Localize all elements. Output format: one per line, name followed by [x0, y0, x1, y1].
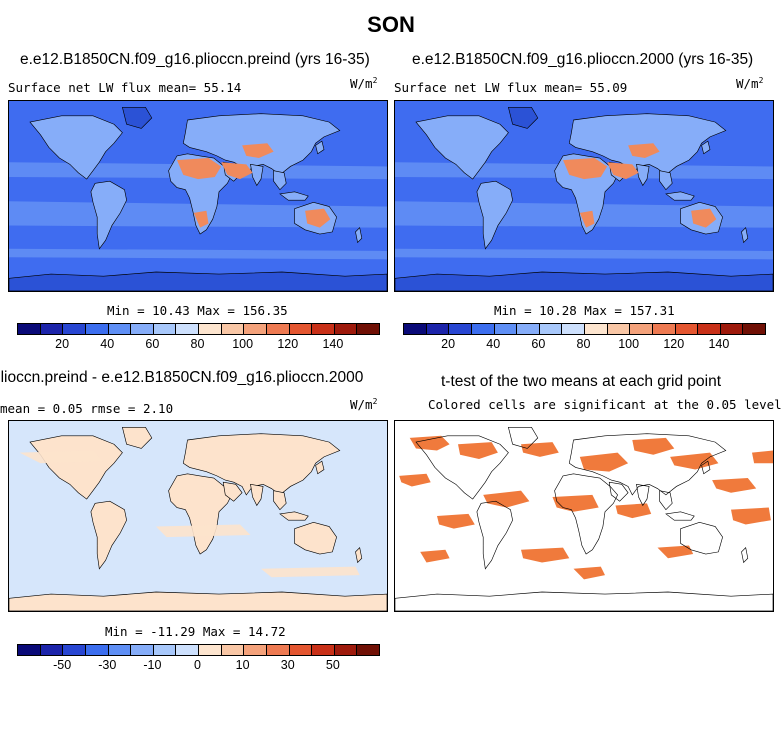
colorbar-ticks-diff: -50 -30 -10 0 10 30 50 [17, 658, 378, 674]
colorbar-swatch [18, 324, 41, 334]
colorbar-diff [17, 644, 380, 656]
colorbar-swatch [153, 324, 177, 334]
panel-subtitle-diff: mean = 0.05 rmse = 2.10 [0, 401, 174, 416]
panel-title-diff: e.e12.B1850CN.f09_g16.plioccn.preind - e… [0, 369, 364, 386]
colorbar-swatch [652, 324, 676, 334]
colorbar-swatch [357, 645, 379, 655]
map-preind [8, 100, 388, 292]
colorbar-swatch [607, 324, 631, 334]
colorbar-2000 [403, 323, 766, 335]
colorbar-swatch [289, 645, 313, 655]
minmax-diff: Min = -11.29 Max = 14.72 [105, 624, 286, 639]
colorbar-swatch [18, 645, 41, 655]
colorbar-tick-label: -30 [98, 658, 117, 672]
colorbar-swatch [517, 324, 540, 334]
colorbar-swatch [585, 324, 608, 334]
colorbar-tick-label: 50 [325, 658, 340, 672]
colorbar-swatch [244, 324, 267, 334]
colorbar-swatch [630, 324, 653, 334]
colorbar-swatch [176, 645, 199, 655]
colorbar-tick-label: 20 [55, 337, 70, 351]
colorbar-swatch [539, 324, 563, 334]
colorbar-tick-label: 40 [100, 337, 115, 351]
colorbar-swatch [131, 324, 154, 334]
colorbar-swatch [312, 645, 335, 655]
colorbar-swatch [404, 324, 427, 334]
colorbar-swatch [334, 645, 358, 655]
colorbar-swatch [108, 324, 132, 334]
colorbar-tick-label: 100 [232, 337, 254, 351]
minmax-2000: Min = 10.28 Max = 157.31 [494, 303, 675, 318]
colorbar-tick-label: -10 [143, 658, 162, 672]
colorbar-swatch [221, 645, 245, 655]
colorbar-swatch [40, 324, 64, 334]
colorbar-tick-label: 100 [618, 337, 640, 351]
units-diff: W/m2 [350, 397, 378, 413]
panel-subtitle-2000: Surface net LW flux mean= 55.09 [394, 80, 628, 95]
colorbar-swatch [153, 645, 177, 655]
colorbar-tick-label: 140 [708, 337, 730, 351]
colorbar-ticks-preind: 20 40 60 80 100 120 140 [17, 337, 378, 353]
colorbar-swatch [426, 324, 450, 334]
colorbar-tick-label: 120 [277, 337, 299, 351]
units-preind: W/m2 [350, 76, 378, 92]
figure-title: SON [367, 12, 415, 37]
colorbar-swatch [289, 324, 313, 334]
colorbar-swatch [63, 324, 86, 334]
colorbar-tick-label: 60 [145, 337, 160, 351]
colorbar-swatch [221, 324, 245, 334]
colorbar-swatch [176, 324, 199, 334]
colorbar-preind [17, 323, 380, 335]
colorbar-swatch [675, 324, 699, 334]
colorbar-tick-label: 120 [663, 337, 685, 351]
map-diff [8, 420, 388, 612]
colorbar-tick-label: 80 [576, 337, 591, 351]
colorbar-tick-label: 140 [322, 337, 344, 351]
colorbar-swatch [85, 324, 109, 334]
colorbar-swatch [199, 645, 222, 655]
colorbar-swatch [357, 324, 379, 334]
panel-title-diff-clip: e.e12.B1850CN.f09_g16.plioccn.preind - e… [0, 369, 390, 389]
colorbar-tick-label: 20 [441, 337, 456, 351]
colorbar-swatch [266, 645, 290, 655]
colorbar-swatch [40, 645, 64, 655]
colorbar-tick-label: 80 [190, 337, 205, 351]
colorbar-tick-label: 60 [531, 337, 546, 351]
colorbar-tick-label: 40 [486, 337, 501, 351]
colorbar-swatch [720, 324, 744, 334]
colorbar-swatch [199, 324, 222, 334]
colorbar-swatch [108, 645, 132, 655]
units-2000: W/m2 [736, 76, 764, 92]
colorbar-swatch [494, 324, 518, 334]
panel-title-2000: e.e12.B1850CN.f09_g16.plioccn.2000 (yrs … [412, 51, 754, 68]
panel-subtitle-ttest: Colored cells are significant at the 0.0… [428, 397, 782, 412]
panel-subtitle-preind: Surface net LW flux mean= 55.14 [8, 80, 242, 95]
map-ttest [394, 420, 774, 612]
colorbar-tick-label: 30 [280, 658, 295, 672]
colorbar-tick-label: 0 [194, 658, 201, 672]
minmax-preind: Min = 10.43 Max = 156.35 [107, 303, 288, 318]
colorbar-tick-label: 10 [235, 658, 250, 672]
colorbar-swatch [562, 324, 585, 334]
colorbar-swatch [449, 324, 472, 334]
colorbar-swatch [312, 324, 335, 334]
colorbar-swatch [244, 645, 267, 655]
map-2000 [394, 100, 774, 292]
colorbar-swatch [471, 324, 495, 334]
colorbar-swatch [334, 324, 358, 334]
colorbar-tick-label: -50 [53, 658, 72, 672]
colorbar-swatch [85, 645, 109, 655]
colorbar-swatch [63, 645, 86, 655]
panel-title-preind: e.e12.B1850CN.f09_g16.plioccn.preind (yr… [20, 51, 370, 68]
colorbar-swatch [698, 324, 721, 334]
colorbar-swatch [743, 324, 765, 334]
colorbar-ticks-2000: 20 40 60 80 100 120 140 [403, 337, 764, 353]
colorbar-swatch [266, 324, 290, 334]
panel-title-ttest: t-test of the two means at each grid poi… [441, 373, 722, 390]
colorbar-swatch [131, 645, 154, 655]
